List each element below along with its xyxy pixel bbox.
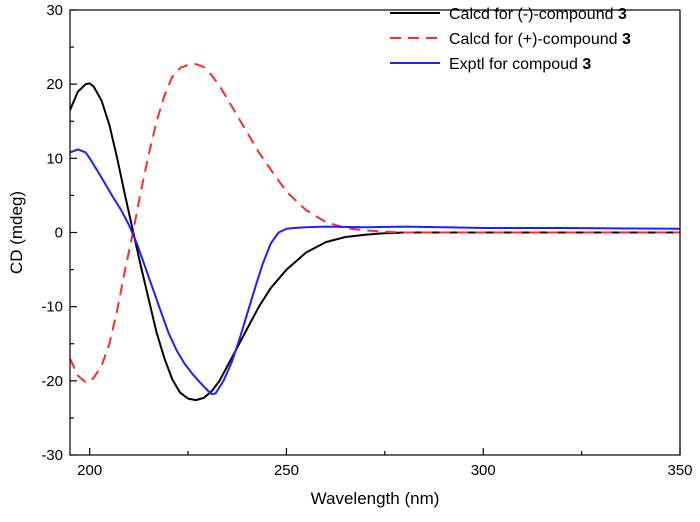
legend-label-1: Calcd for (-)-compound 3 xyxy=(449,6,627,23)
y-tick-label: -30 xyxy=(41,447,63,464)
series-line-2 xyxy=(70,63,680,384)
legend-label-text: Calcd for (-)-compound xyxy=(449,6,618,23)
y-tick-label: 30 xyxy=(46,2,63,19)
y-tick-label: -20 xyxy=(41,373,63,390)
y-axis-label: CD (mdeg) xyxy=(7,191,26,274)
legend-label-3: Exptl for compoud 3 xyxy=(449,56,591,73)
y-tick-label: -10 xyxy=(41,299,63,316)
legend-label-text: Exptl for compoud xyxy=(449,56,582,73)
legend-label-2: Calcd for (+)-compound 3 xyxy=(449,31,631,48)
legend-compound-number: 3 xyxy=(622,31,631,48)
axis-ticks: 200 250 300 350 30 20 10 0 -10 -20 -30 xyxy=(41,2,692,479)
legend-label-text: Calcd for (+)-compound xyxy=(449,31,622,48)
series-line-3 xyxy=(70,148,680,396)
y-tick-label: 10 xyxy=(46,150,63,167)
x-tick-label: 250 xyxy=(274,462,299,479)
legend-compound-number: 3 xyxy=(618,6,627,23)
series-line-1 xyxy=(70,82,680,402)
x-tick-label: 200 xyxy=(77,462,102,479)
x-tick-label: 350 xyxy=(667,462,692,479)
x-tick-label: 300 xyxy=(471,462,496,479)
legend-compound-number: 3 xyxy=(582,56,591,73)
y-tick-label: 0 xyxy=(55,225,63,242)
plot-curves xyxy=(70,63,680,402)
x-axis-label: Wavelength (nm) xyxy=(311,489,440,508)
y-tick-label: 20 xyxy=(46,76,63,93)
